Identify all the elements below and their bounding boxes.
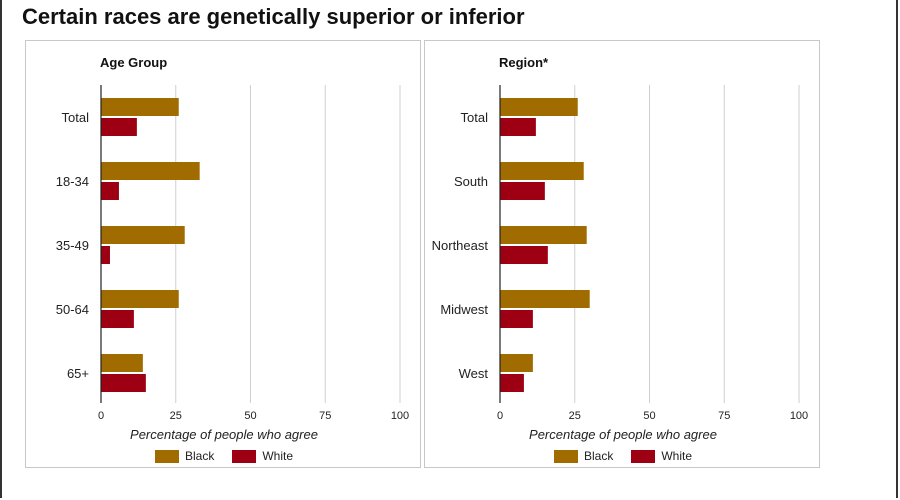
region-chart: Total South Northeast Midwest West 0 25 50 75 100 bbox=[432, 85, 808, 422]
bar-black bbox=[500, 290, 590, 308]
bar-white bbox=[101, 246, 110, 264]
bar-black bbox=[101, 98, 179, 116]
panel-title: Age Group bbox=[100, 55, 168, 70]
bar-black bbox=[101, 354, 143, 372]
legend-swatch-black bbox=[553, 449, 578, 463]
legend-swatch-black bbox=[154, 449, 179, 463]
x-tick-label: 0 bbox=[98, 410, 104, 422]
x-tick-label: 50 bbox=[643, 410, 655, 422]
x-axis-label: Percentage of people who agree bbox=[130, 427, 318, 442]
legend-item-white: White bbox=[631, 449, 692, 463]
x-tick-label: 100 bbox=[391, 410, 409, 422]
category-label: 50-64 bbox=[56, 302, 89, 317]
x-tick-label: 50 bbox=[244, 410, 256, 422]
category-label: 35-49 bbox=[56, 238, 89, 253]
legend-item-white: White bbox=[232, 449, 293, 463]
bar-black bbox=[101, 290, 179, 308]
bar-black bbox=[101, 226, 185, 244]
legend-label-black: Black bbox=[184, 449, 215, 463]
age-group-chart: Total 18-34 35-49 50-64 65+ 0 25 50 75 100 bbox=[56, 85, 409, 422]
bar-white bbox=[500, 118, 536, 136]
bar-black bbox=[101, 162, 200, 180]
panel-title: Region* bbox=[499, 55, 549, 70]
region-panel: Region* Total South Northeast Midwest West 0 2… bbox=[424, 40, 820, 468]
bar-white bbox=[500, 374, 524, 392]
legend: Black White bbox=[425, 449, 821, 463]
bar-white bbox=[500, 310, 533, 328]
category-label: West bbox=[459, 366, 489, 381]
category-label: 65+ bbox=[67, 366, 89, 381]
bar-white bbox=[500, 182, 545, 200]
x-axis-label: Percentage of people who agree bbox=[529, 427, 717, 442]
bar-white bbox=[101, 182, 119, 200]
bar-white bbox=[101, 118, 137, 136]
bar-white bbox=[500, 246, 548, 264]
legend-label-white: White bbox=[661, 449, 693, 463]
category-label: South bbox=[454, 174, 488, 189]
age-group-panel: Age Group Total 18-34 35-49 50-64 65+ 0 25 50 75… bbox=[25, 40, 421, 468]
category-label: Midwest bbox=[440, 302, 488, 317]
legend-swatch-white bbox=[631, 449, 656, 463]
category-label: Total bbox=[62, 110, 90, 125]
bar-white bbox=[101, 310, 134, 328]
x-tick-label: 25 bbox=[170, 410, 182, 422]
category-label: Northeast bbox=[432, 238, 489, 253]
bar-white bbox=[101, 374, 146, 392]
bar-black bbox=[500, 226, 587, 244]
x-tick-label: 25 bbox=[569, 410, 581, 422]
legend-label-black: Black bbox=[583, 449, 614, 463]
legend: Black White bbox=[26, 449, 422, 463]
legend-item-black: Black bbox=[553, 449, 614, 463]
legend-label-white: White bbox=[262, 449, 294, 463]
bar-black bbox=[500, 98, 578, 116]
bar-black bbox=[500, 162, 584, 180]
x-tick-label: 75 bbox=[319, 410, 331, 422]
x-tick-label: 75 bbox=[718, 410, 730, 422]
chart-title: Certain races are genetically superior o… bbox=[22, 4, 525, 29]
legend-item-black: Black bbox=[154, 449, 215, 463]
category-label: 18-34 bbox=[56, 174, 89, 189]
bar-black bbox=[500, 354, 533, 372]
x-tick-label: 100 bbox=[790, 410, 808, 422]
legend-swatch-white bbox=[232, 449, 257, 463]
x-tick-label: 0 bbox=[497, 410, 503, 422]
category-label: Total bbox=[461, 110, 489, 125]
